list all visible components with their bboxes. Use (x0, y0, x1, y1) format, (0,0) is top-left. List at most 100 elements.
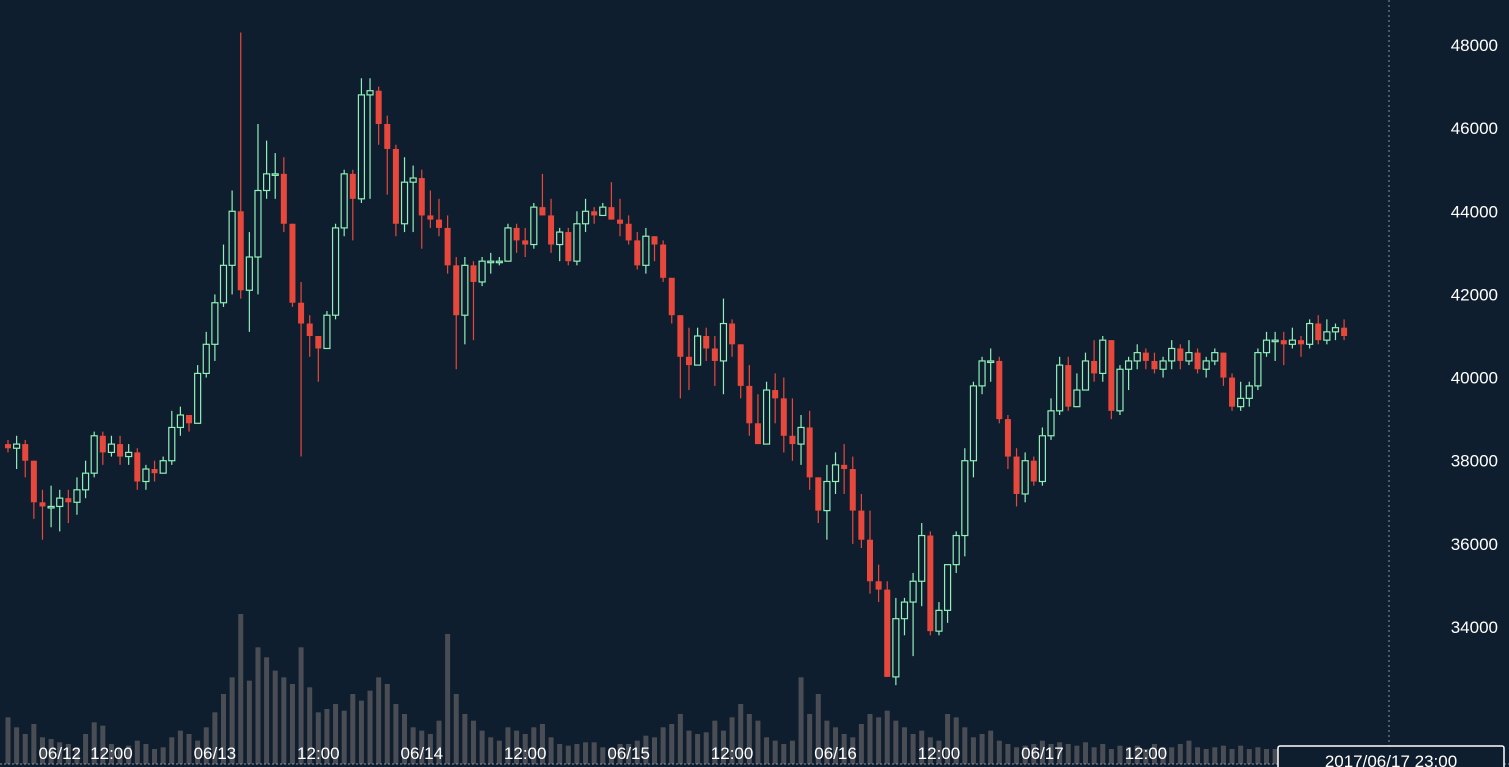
candle (1091, 340, 1098, 382)
candle-body (1133, 352, 1141, 362)
candle-body (186, 414, 193, 424)
volume-bar (177, 730, 183, 764)
volume-bar (333, 704, 339, 764)
volume-bar (505, 727, 511, 764)
tooltip-box (1277, 745, 1505, 767)
y-tick-label: 34000 (1451, 618, 1498, 637)
candle (634, 232, 641, 270)
candle-body (1065, 365, 1072, 407)
candle (815, 477, 822, 524)
candle (13, 435, 21, 470)
volume-bar (626, 744, 632, 764)
volume-bar (548, 737, 554, 764)
candle-body (453, 265, 460, 316)
candle-body (375, 90, 382, 124)
volume-bar (936, 740, 942, 764)
candle-body (1220, 352, 1227, 378)
candle (392, 144, 399, 237)
candle-body (280, 173, 287, 224)
volume-bar (565, 745, 571, 764)
candle (943, 564, 952, 623)
candle-body (693, 335, 702, 366)
candle-body (263, 173, 271, 192)
volume-bar (781, 744, 787, 764)
volume-bar (496, 740, 502, 764)
candle (56, 489, 64, 532)
candle-body (1091, 360, 1098, 374)
volume-bar (488, 737, 494, 764)
candle-body (539, 207, 546, 216)
volume-bar (669, 724, 675, 764)
candle-body (642, 235, 650, 266)
volume-bar (652, 737, 657, 764)
volume-bar (186, 734, 192, 764)
candle-body (943, 564, 952, 611)
candle-body (1323, 331, 1331, 341)
candle-body (1047, 410, 1055, 437)
y-tick-label: 44000 (1451, 202, 1498, 221)
y-axis-ticks: 34000 36000 38000 40000 42000 44000 46000 48000 (1451, 36, 1498, 637)
candle-body (599, 206, 607, 217)
candle (875, 564, 882, 603)
candle-body (340, 173, 348, 229)
candle (323, 311, 331, 350)
volume-bar (221, 694, 226, 764)
candle (625, 215, 632, 245)
candle (591, 207, 598, 224)
volume-bar (143, 744, 149, 764)
candle-body (194, 372, 202, 424)
candle-body (996, 360, 1003, 420)
candle-body (565, 232, 572, 262)
candle-body (1108, 340, 1115, 411)
volume-bar (824, 720, 830, 764)
candle (703, 327, 710, 361)
candle-body (436, 219, 442, 228)
candle-body (797, 426, 805, 445)
candle-body (927, 535, 934, 632)
volume-bar (764, 737, 770, 764)
candle (1331, 323, 1340, 341)
volume-bar (298, 647, 304, 764)
candle (90, 431, 98, 478)
volume-bar (522, 734, 528, 764)
volume-bar (703, 732, 709, 764)
candle-body (634, 240, 641, 266)
volume-bar (608, 749, 614, 764)
candle (81, 460, 90, 499)
candle-body (952, 534, 960, 566)
candle (1099, 336, 1107, 382)
candle-body (254, 189, 262, 258)
volume-bar (850, 737, 856, 764)
candle-body (366, 90, 374, 96)
candle-body (823, 480, 831, 512)
volume-bar (195, 740, 201, 764)
candle-body (1081, 360, 1090, 391)
candle (789, 398, 796, 461)
candle (30, 460, 37, 519)
candle-body (762, 389, 771, 445)
volume-bar (445, 634, 451, 764)
volume-bars (5, 614, 1330, 764)
candle (504, 223, 512, 262)
candle (1271, 331, 1279, 361)
candle (384, 115, 391, 195)
volume-bar (1031, 744, 1037, 764)
candle (608, 182, 615, 220)
candle (202, 331, 210, 378)
candle-body (746, 385, 753, 424)
volume-bar (100, 725, 106, 764)
candle-body (729, 323, 736, 345)
candle-body (47, 505, 55, 509)
volume-bar (419, 730, 425, 764)
candle-body (987, 360, 995, 364)
volume-bar (919, 730, 925, 764)
candle-body (65, 498, 72, 503)
candle (841, 444, 848, 494)
candle (228, 190, 236, 295)
candle (1168, 340, 1176, 370)
candle (996, 356, 1003, 424)
y-tick-label: 42000 (1451, 285, 1498, 304)
volume-bar (91, 722, 97, 764)
candle (107, 435, 116, 457)
volume-bar (901, 727, 907, 764)
